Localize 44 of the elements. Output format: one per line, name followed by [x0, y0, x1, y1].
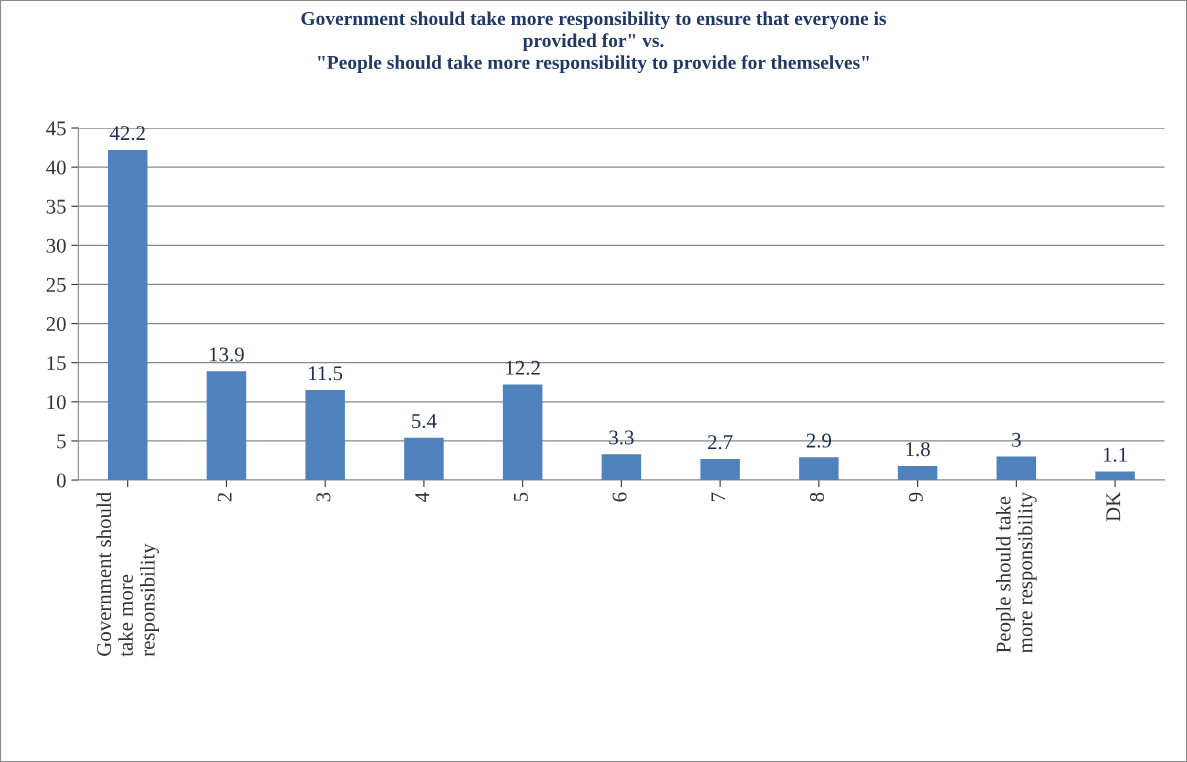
- data-label: 12.2: [506, 360, 540, 375]
- data-label: 13.9: [210, 347, 244, 362]
- y-tick-label: 30: [46, 238, 66, 253]
- y-tick-label: 20: [46, 316, 66, 332]
- bar: [700, 458, 740, 481]
- x-tick-label: 6: [612, 492, 627, 502]
- y-tick-label: 35: [46, 199, 66, 214]
- data-label: 2.7: [708, 435, 733, 450]
- data-label: 1.8: [906, 442, 930, 457]
- x-tick-label: DK: [1106, 492, 1121, 522]
- bar: [799, 457, 839, 481]
- data-label: 2.9: [806, 433, 832, 448]
- x-tick-label: 7: [711, 492, 726, 501]
- data-label: 11.5: [309, 366, 343, 381]
- x-tick-label: People should take more responsibility: [995, 491, 1037, 653]
- x-tick-label: 4: [415, 492, 429, 502]
- data-label: 42.2: [109, 126, 145, 141]
- data-label: 1.1: [1103, 447, 1127, 462]
- y-tick-label: 10: [47, 395, 66, 410]
- bar: [404, 437, 444, 481]
- bar: [107, 149, 148, 481]
- bar: [502, 384, 543, 481]
- x-tick-label: 5: [514, 492, 528, 502]
- x-tick-label: Government should take more responsibility: [96, 492, 159, 657]
- bar: [601, 454, 642, 481]
- y-tick-label: 5: [57, 434, 66, 449]
- x-tick-label: 9: [908, 492, 923, 502]
- bar: [996, 456, 1037, 481]
- y-tick-label: 40: [46, 160, 66, 175]
- chart-title: Government should take more responsibility to ensure that everyone is provided for" vs. "People should take more responsibility to provide for themselves": [301, 11, 887, 74]
- x-tick-label: 3: [316, 492, 331, 502]
- bar: [897, 465, 938, 481]
- bar: [1095, 471, 1135, 481]
- data-label: 3: [1012, 432, 1021, 447]
- y-tick-label: 0: [56, 473, 66, 488]
- data-label: 3.3: [609, 430, 634, 445]
- y-tick-label: 45: [46, 121, 66, 136]
- y-tick-label: 25: [46, 277, 66, 292]
- x-tick-label: 8: [810, 492, 825, 502]
- y-tick-label: 15: [47, 356, 66, 371]
- bar: [305, 390, 345, 481]
- bar: [206, 371, 247, 481]
- x-tick-label: 2: [217, 493, 232, 502]
- data-label: 5.4: [412, 414, 437, 429]
